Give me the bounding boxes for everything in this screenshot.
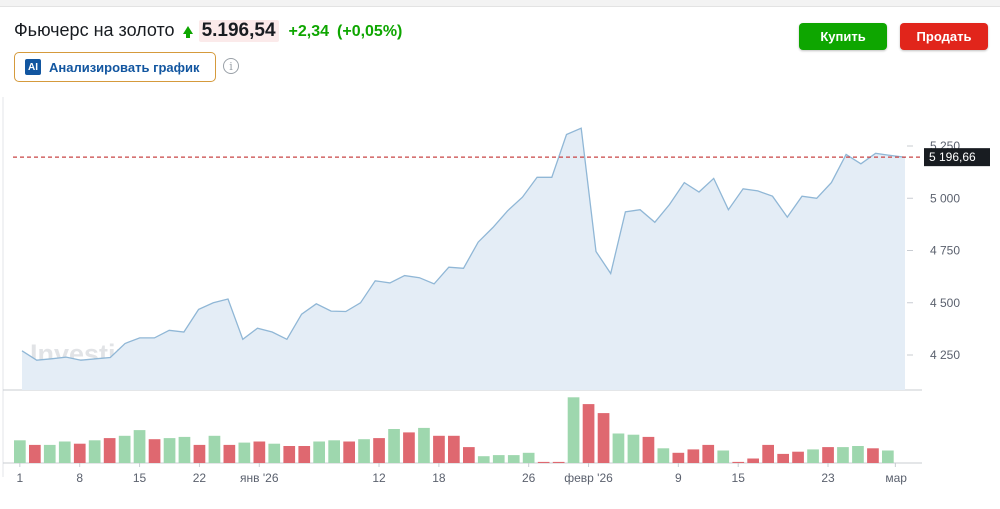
volume-bar — [313, 441, 325, 463]
volume-bar — [148, 439, 161, 463]
volume-bar — [492, 455, 505, 463]
y-tick-label: 5 000 — [930, 191, 960, 205]
volume-bar — [807, 449, 819, 463]
instrument-header: Фьючерс на золото 5.196,54 +2,34 (+0,05%… — [14, 20, 402, 46]
x-tick-label: 1 — [16, 471, 23, 485]
x-tick-label: 15 — [732, 471, 746, 485]
volume-bar — [43, 444, 56, 463]
volume-bar — [193, 444, 206, 463]
up-arrow-icon — [182, 26, 193, 38]
last-price: 5.196,54 — [198, 20, 279, 42]
x-tick-label: 26 — [522, 471, 536, 485]
volume-bar — [537, 461, 550, 463]
volume-bar — [14, 440, 26, 463]
volume-bar — [867, 448, 879, 463]
volume-bar — [702, 444, 715, 463]
volume-bar — [687, 449, 700, 463]
volume-bar — [103, 438, 116, 463]
volume-bar — [328, 440, 340, 463]
analyze-chart-label: Анализировать график — [49, 59, 200, 75]
volume-bar — [582, 404, 595, 463]
volume-bar — [747, 458, 759, 463]
volume-bar — [298, 446, 311, 463]
volume-bar — [73, 443, 86, 463]
volume-bar — [627, 434, 640, 463]
volume-bar — [238, 442, 251, 463]
x-tick-label: 9 — [675, 471, 682, 485]
volume-bar — [208, 435, 221, 463]
x-tick-label: 8 — [76, 471, 83, 485]
y-tick-label: 4 500 — [930, 296, 960, 310]
volume-bar — [253, 441, 266, 463]
volume-bar — [29, 444, 41, 463]
volume-bar — [732, 461, 745, 463]
volume-bar — [522, 452, 535, 463]
x-tick-label: 22 — [193, 471, 207, 485]
x-tick-label: февр '26 — [564, 471, 613, 485]
volume-bar — [418, 427, 430, 463]
volume-bar — [552, 461, 565, 463]
volume-bar — [477, 456, 490, 463]
volume-bar — [448, 435, 460, 463]
volume-bar — [223, 444, 236, 463]
x-tick-label: янв '26 — [240, 471, 279, 485]
y-tick-label: 4 250 — [930, 348, 960, 362]
price-change: +2,34 — [288, 23, 330, 40]
top-border — [0, 0, 1000, 7]
volume-bar — [403, 432, 415, 463]
volume-bar — [822, 447, 834, 463]
ai-chat-icon: AI — [25, 59, 41, 75]
volume-bar — [283, 446, 296, 463]
volume-bar — [118, 435, 131, 463]
instrument-title: Фьючерс на золото — [14, 20, 175, 40]
price-change-percent: (+0,05%) — [337, 23, 403, 40]
volume-bar — [882, 450, 894, 463]
volume-bar — [642, 436, 655, 463]
volume-bar — [837, 447, 849, 463]
volume-bar — [657, 448, 670, 463]
buy-button[interactable]: Купить — [799, 23, 887, 50]
volume-bar — [88, 440, 101, 463]
volume-bar — [717, 450, 730, 463]
volume-bar — [268, 443, 281, 463]
volume-bar — [792, 451, 804, 463]
volume-bar — [463, 447, 475, 463]
volume-bar — [358, 439, 370, 463]
x-tick-label: 23 — [821, 471, 835, 485]
x-tick-label: 12 — [372, 471, 386, 485]
volume-bar — [388, 429, 400, 463]
y-tick-label: 4 750 — [930, 244, 960, 258]
volume-bars — [14, 397, 894, 463]
current-price-line: 5 196,66 — [13, 148, 990, 167]
volume-bar — [852, 446, 864, 463]
volume-bar — [672, 452, 685, 463]
volume-bar — [373, 438, 385, 463]
volume-bar — [777, 453, 789, 463]
volume-bar — [507, 455, 520, 463]
volume-bar — [567, 397, 580, 463]
x-axis: 1 8 15 22 янв '26 12 18 26 февр '26 9 15 23 мар — [16, 463, 907, 485]
current-price-box — [924, 148, 990, 167]
volume-bar — [343, 441, 355, 463]
info-icon[interactable]: i — [223, 58, 239, 74]
price-area — [21, 127, 906, 390]
volume-bar — [762, 444, 774, 463]
x-tick-label: 15 — [133, 471, 147, 485]
analyze-chart-button[interactable]: AI Анализировать график — [14, 52, 216, 82]
price-area-fill — [22, 128, 905, 390]
volume-bar — [612, 433, 625, 463]
volume-bar — [163, 438, 176, 463]
volume-bar — [133, 430, 146, 463]
current-price-label: 5 196,66 — [929, 150, 976, 164]
volume-bar — [433, 435, 445, 463]
sell-button[interactable]: Продать — [900, 23, 988, 50]
x-tick-label: 18 — [432, 471, 446, 485]
volume-bar — [597, 413, 610, 463]
x-tick-label: мар — [885, 471, 907, 485]
volume-bar — [178, 436, 191, 463]
volume-bar — [58, 441, 71, 463]
